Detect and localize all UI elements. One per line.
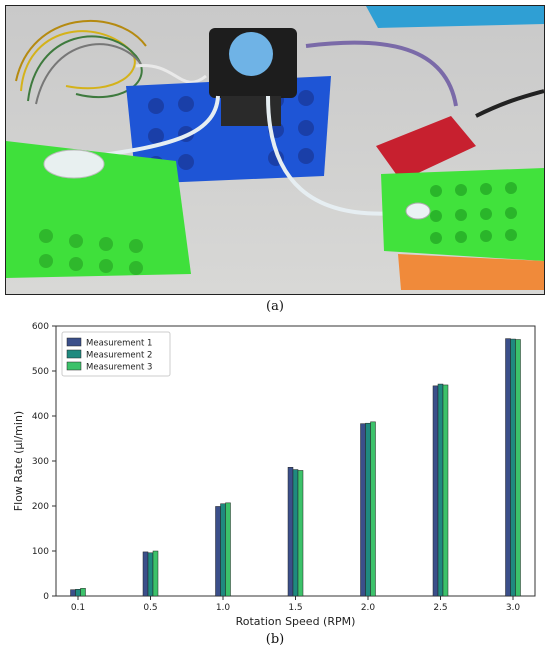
y-tick-label: 0 — [43, 592, 49, 602]
bar — [432, 385, 439, 597]
bar — [220, 503, 226, 597]
pump-setup-photo — [5, 5, 545, 295]
reservoir-tube — [43, 149, 105, 179]
legend-box — [61, 331, 171, 377]
caption-b: (b) — [265, 632, 285, 647]
controller-board — [376, 116, 476, 181]
photo-illustration — [6, 6, 544, 294]
bar — [365, 422, 371, 597]
usb-cable — [475, 89, 544, 118]
x-tick-label: 1.5 — [288, 603, 302, 613]
green-tube-rack-left — [6, 141, 191, 278]
x-axis-label: Rotation Speed (RPM) — [236, 615, 356, 628]
bar — [515, 339, 521, 597]
bar — [152, 550, 159, 597]
y-tick-label: 500 — [32, 367, 49, 377]
y-tick-label: 400 — [32, 412, 49, 422]
caption-a: (a) — [266, 299, 284, 314]
bar — [142, 551, 149, 597]
y-tick-label: 600 — [32, 322, 49, 332]
x-tick-label: 1.0 — [216, 603, 231, 613]
legend-label: Measurement 2 — [86, 351, 152, 361]
bar — [80, 588, 86, 597]
green-rack-left-holes — [39, 229, 143, 275]
stepper-motor — [221, 96, 281, 126]
legend-swatch — [66, 337, 82, 347]
bars-group — [70, 338, 521, 597]
blue-rack-corner — [366, 6, 544, 28]
flow-rate-bar-chart: 0 100 200 300 400 500 600 0.1 0.5 1.0 1.5 2.0 2.5 3.0… — [12, 322, 536, 628]
bar — [442, 384, 449, 597]
legend-label: Measurement 3 — [86, 363, 152, 373]
legend-swatch — [66, 349, 82, 359]
bar — [75, 589, 81, 597]
bar — [297, 470, 304, 597]
legend: Measurement 1 Measurement 2 Measurement 3 — [61, 331, 171, 377]
bar — [292, 469, 299, 597]
bar — [215, 506, 221, 597]
orange-tube-rack — [398, 254, 544, 290]
bar — [225, 502, 231, 597]
bar — [370, 421, 376, 597]
legend-label: Measurement 1 — [86, 339, 152, 349]
y-tick-label: 200 — [32, 502, 49, 512]
x-tick-label: 3.0 — [506, 603, 521, 613]
bar — [510, 338, 516, 597]
legend-swatch — [66, 361, 82, 371]
bar — [437, 383, 444, 597]
x-tick-label: 0.5 — [143, 603, 157, 613]
bar — [70, 589, 76, 597]
x-tick-label: 0.1 — [71, 603, 85, 613]
y-tick-label: 100 — [32, 547, 49, 557]
bar — [505, 338, 511, 597]
outlet-tube — [266, 95, 417, 216]
y-axis-label: Flow Rate (µl/min) — [12, 411, 25, 511]
x-tick-label: 2.5 — [433, 603, 447, 613]
green-rack-right-holes — [430, 182, 517, 244]
wires — [15, 19, 207, 105]
x-tick-label: 2.0 — [361, 603, 376, 613]
y-tick-label: 300 — [32, 457, 49, 467]
bar — [287, 467, 294, 597]
plot-area: 0 100 200 300 400 500 600 0.1 0.5 1.0 1.5 2.0 2.5 3.0 — [32, 322, 536, 613]
bar — [360, 423, 366, 597]
collection-tube — [405, 202, 431, 220]
pump-rotor — [229, 32, 273, 76]
ribbon-cable — [305, 40, 458, 107]
bar — [147, 552, 154, 597]
